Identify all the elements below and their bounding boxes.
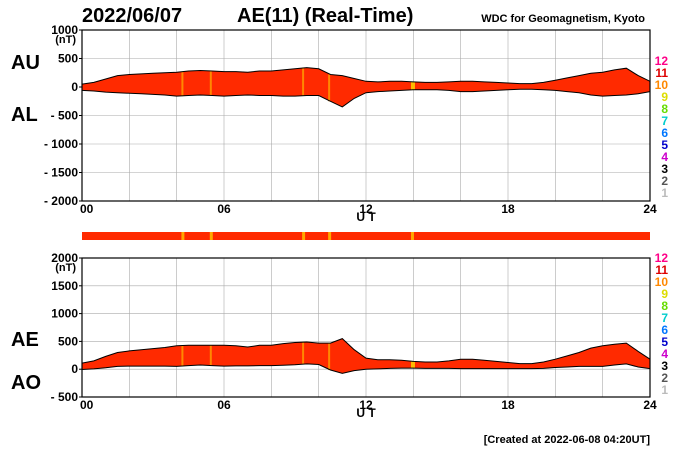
y-tick-label: 500 <box>58 334 78 348</box>
legend-level-5: 5 <box>661 335 668 349</box>
status-bar-highlight <box>302 232 306 240</box>
band-highlight <box>302 341 305 364</box>
band-highlight <box>410 361 415 369</box>
legend-level-7: 7 <box>661 114 668 128</box>
y-tick-label: 500 <box>58 52 78 66</box>
legend-level-11: 11 <box>655 66 668 80</box>
series-label-ae: AE <box>11 329 39 351</box>
y-tick-label: 0 <box>71 362 78 376</box>
y-tick-label: 1000 <box>51 23 78 37</box>
legend-level-9: 9 <box>661 90 668 104</box>
series-line-al <box>81 88 651 108</box>
series-label-al: AL <box>11 104 38 126</box>
status-bar-highlight <box>181 232 185 240</box>
activity-band <box>82 338 650 374</box>
band-highlight <box>302 67 305 96</box>
series-label-au: AU <box>11 52 40 74</box>
x-tick-label: 18 <box>501 202 515 216</box>
x-tick-label: 24 <box>643 202 657 216</box>
band-highlight <box>328 74 331 102</box>
band-highlight <box>181 345 184 367</box>
date-title: 2022/06/07 <box>82 5 182 27</box>
plot-frame <box>81 257 651 398</box>
legend-level-12: 12 <box>655 251 669 265</box>
unit-label: (nT) <box>55 262 76 274</box>
legend-level-3: 3 <box>661 162 668 176</box>
status-bar-highlight <box>209 232 213 240</box>
x-axis-label: U T <box>356 210 376 224</box>
legend-level-5: 5 <box>661 138 668 152</box>
status-bar <box>82 232 650 240</box>
status-bar-fill <box>82 232 650 240</box>
y-tick-label: 1500 <box>51 279 78 293</box>
legend-level-1: 1 <box>661 383 668 397</box>
source-label: WDC for Geomagnetism, Kyoto <box>481 13 645 25</box>
legend-level-2: 2 <box>661 371 668 385</box>
legend-level-10: 10 <box>655 275 669 289</box>
y-tick-label: - 1500 <box>44 166 78 180</box>
y-tick-label: 1000 <box>51 307 78 321</box>
status-bar-highlight <box>410 232 414 240</box>
y-tick-label: 0 <box>71 80 78 94</box>
created-timestamp: [Created at 2022-06-08 04:20UT] <box>484 434 651 446</box>
x-tick-label: 06 <box>217 398 231 412</box>
legend-level-7: 7 <box>661 311 668 325</box>
x-tick-label: 00 <box>80 202 94 216</box>
x-tick-label: 18 <box>501 398 515 412</box>
band-highlight <box>410 81 415 90</box>
series-label-ao: AO <box>11 372 41 394</box>
y-tick-label: - 1000 <box>44 137 78 151</box>
legend-level-8: 8 <box>661 102 668 116</box>
band-highlight <box>181 72 184 97</box>
y-tick-label: - 2000 <box>44 194 78 208</box>
x-tick-label: 12 <box>359 398 373 412</box>
legend-level-8: 8 <box>661 299 668 313</box>
legend-level-11: 11 <box>655 263 668 277</box>
legend-level-4: 4 <box>661 150 668 164</box>
legend-level-2: 2 <box>661 174 668 188</box>
x-tick-label: 00 <box>80 398 94 412</box>
x-tick-label: 12 <box>359 202 373 216</box>
band-highlight <box>209 345 212 366</box>
legend-level-9: 9 <box>661 287 668 301</box>
series-line-ae <box>81 338 651 365</box>
y-tick-label: - 500 <box>51 109 79 123</box>
legend-level-12: 12 <box>655 54 669 68</box>
legend-level-1: 1 <box>661 186 668 200</box>
y-tick-label: 2000 <box>51 251 78 265</box>
unit-label: (nT) <box>55 34 76 46</box>
legend-level-4: 4 <box>661 347 668 361</box>
status-bar-highlight <box>328 232 332 240</box>
series-line-au <box>81 67 651 85</box>
legend-level-3: 3 <box>661 359 668 373</box>
x-axis-label: U T <box>356 406 376 420</box>
band-highlight <box>209 71 212 96</box>
legend-level-10: 10 <box>655 78 669 92</box>
x-tick-label: 06 <box>217 202 231 216</box>
chart-title: AE(11) (Real-Time) <box>237 5 413 27</box>
activity-band <box>82 67 650 107</box>
legend-level-6: 6 <box>661 323 668 337</box>
y-tick-label: - 500 <box>51 390 79 404</box>
series-line-ao <box>81 363 651 374</box>
x-tick-label: 24 <box>643 398 657 412</box>
band-highlight <box>328 343 331 371</box>
legend-level-6: 6 <box>661 126 668 140</box>
